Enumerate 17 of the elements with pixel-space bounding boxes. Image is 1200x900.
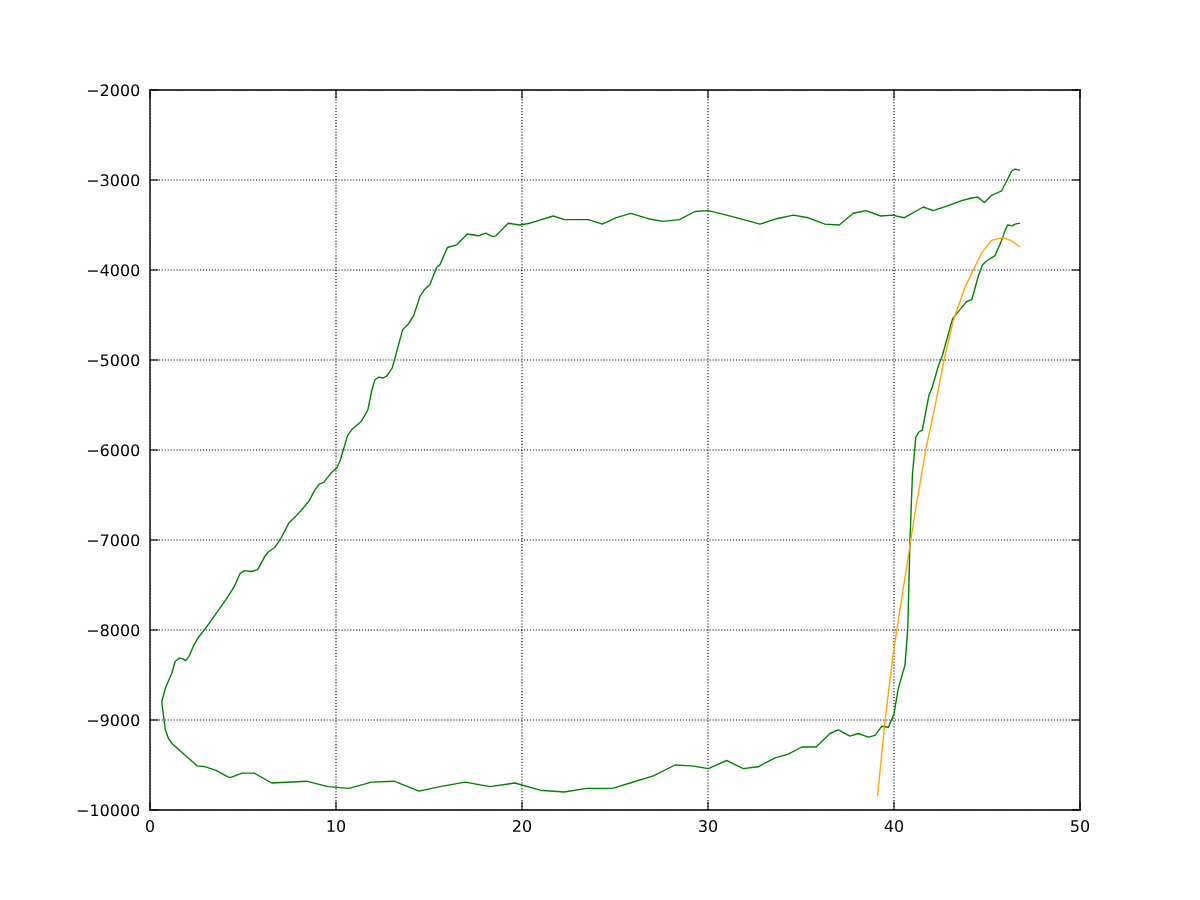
line-series: [876, 236, 1021, 797]
y-tick-label: −10000: [77, 804, 140, 817]
x-tick-label: 40: [884, 820, 904, 833]
y-tick-label: −6000: [87, 444, 140, 457]
x-tick-label: 10: [327, 820, 346, 833]
y-tick-label: −5000: [87, 354, 140, 367]
x-tick-label: 20: [513, 820, 532, 833]
y-tick-label: −2000: [87, 84, 140, 97]
y-tick-label: −4000: [87, 264, 140, 277]
y-tick-label: −8000: [87, 624, 140, 637]
y-tick-label: −3000: [87, 174, 140, 187]
x-tick-label: 50: [1071, 820, 1090, 833]
y-tick-label: −7000: [87, 534, 140, 547]
line-series: [161, 168, 1021, 793]
y-tick-label: −9000: [87, 714, 140, 727]
x-tick-label: 30: [699, 820, 718, 833]
x-tick-label: 0: [145, 820, 155, 833]
